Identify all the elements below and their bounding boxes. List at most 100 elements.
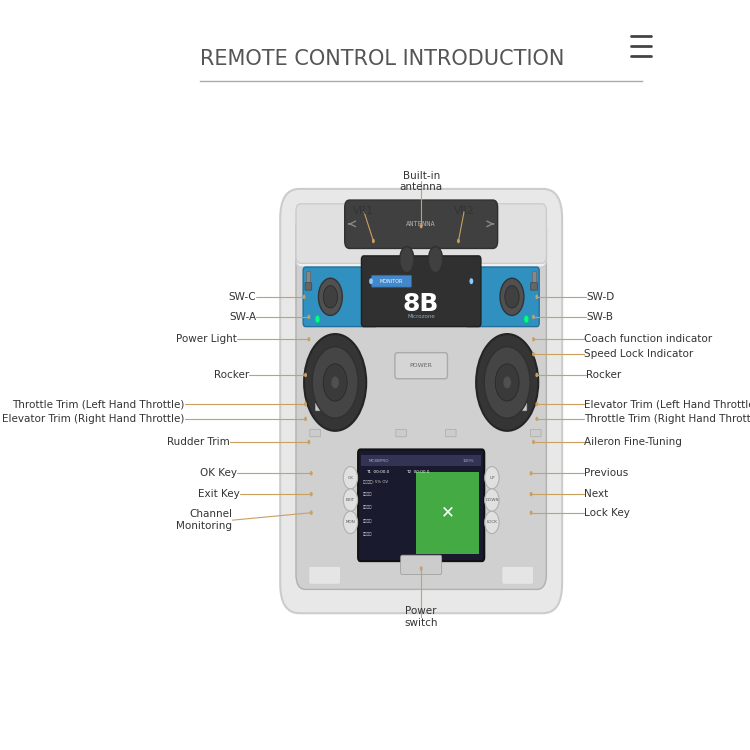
Circle shape bbox=[530, 511, 532, 515]
Text: MC8BPRO: MC8BPRO bbox=[368, 458, 389, 463]
Text: DOWN: DOWN bbox=[485, 498, 499, 502]
Circle shape bbox=[536, 402, 538, 406]
FancyBboxPatch shape bbox=[322, 404, 329, 411]
FancyBboxPatch shape bbox=[513, 404, 520, 411]
Circle shape bbox=[304, 417, 307, 422]
Text: UP: UP bbox=[489, 476, 495, 480]
Circle shape bbox=[308, 440, 310, 444]
Text: 模型功能: 模型功能 bbox=[363, 492, 372, 496]
Circle shape bbox=[312, 346, 358, 418]
Text: Rudder Trim: Rudder Trim bbox=[167, 437, 230, 447]
Text: EXIT: EXIT bbox=[346, 498, 355, 502]
Circle shape bbox=[457, 238, 460, 243]
Text: 通道设置: 通道设置 bbox=[363, 506, 372, 509]
Circle shape bbox=[484, 346, 530, 418]
Circle shape bbox=[308, 315, 310, 320]
FancyBboxPatch shape bbox=[502, 566, 533, 584]
Text: Rocker: Rocker bbox=[214, 370, 249, 380]
Text: MONITOR: MONITOR bbox=[380, 279, 404, 284]
Circle shape bbox=[530, 492, 532, 496]
Ellipse shape bbox=[400, 247, 414, 273]
Circle shape bbox=[310, 492, 313, 496]
Text: SW-D: SW-D bbox=[586, 292, 614, 302]
FancyBboxPatch shape bbox=[303, 267, 377, 326]
FancyBboxPatch shape bbox=[280, 189, 562, 614]
Text: SW-A: SW-A bbox=[230, 312, 256, 322]
Circle shape bbox=[500, 278, 524, 316]
Circle shape bbox=[532, 352, 535, 356]
FancyBboxPatch shape bbox=[296, 223, 368, 267]
Text: Lock Key: Lock Key bbox=[584, 508, 629, 518]
Circle shape bbox=[310, 471, 313, 476]
Circle shape bbox=[536, 373, 538, 377]
Text: 机身设置: 机身设置 bbox=[363, 532, 372, 536]
Bar bbox=[532, 271, 536, 287]
Text: OK: OK bbox=[347, 476, 353, 480]
FancyBboxPatch shape bbox=[358, 449, 484, 561]
Circle shape bbox=[484, 466, 499, 489]
Text: Next: Next bbox=[584, 489, 608, 499]
FancyBboxPatch shape bbox=[371, 275, 412, 287]
Circle shape bbox=[372, 238, 375, 243]
Circle shape bbox=[323, 286, 338, 308]
Text: Elevator Trim (Left Hand Throttle): Elevator Trim (Left Hand Throttle) bbox=[584, 399, 750, 409]
Text: Power Light: Power Light bbox=[176, 334, 237, 344]
Text: VR1: VR1 bbox=[353, 206, 374, 216]
Text: Previous: Previous bbox=[584, 468, 628, 478]
Text: Channel
Monitoring: Channel Monitoring bbox=[176, 509, 232, 531]
Text: REMOTE CONTROL INTRODUCTION: REMOTE CONTROL INTRODUCTION bbox=[200, 49, 565, 68]
Circle shape bbox=[420, 566, 422, 571]
Text: Throttle Trim (Left Hand Throttle): Throttle Trim (Left Hand Throttle) bbox=[12, 399, 184, 409]
Text: Speed Lock Indicator: Speed Lock Indicator bbox=[584, 350, 693, 359]
Text: Rocker: Rocker bbox=[586, 370, 621, 380]
Text: MON: MON bbox=[346, 520, 355, 524]
Circle shape bbox=[536, 417, 538, 422]
FancyBboxPatch shape bbox=[520, 404, 526, 411]
Text: T1  00:00.0: T1 00:00.0 bbox=[366, 470, 389, 474]
Circle shape bbox=[484, 489, 499, 512]
Circle shape bbox=[344, 466, 358, 489]
Bar bbox=[362, 455, 481, 466]
FancyBboxPatch shape bbox=[296, 204, 546, 263]
Circle shape bbox=[470, 278, 473, 284]
FancyBboxPatch shape bbox=[362, 256, 481, 326]
Circle shape bbox=[319, 278, 342, 316]
Text: SW-B: SW-B bbox=[586, 312, 613, 322]
Circle shape bbox=[332, 376, 339, 388]
Text: Microzone: Microzone bbox=[407, 314, 435, 320]
Circle shape bbox=[323, 364, 347, 401]
Text: Exit Key: Exit Key bbox=[198, 489, 239, 499]
Text: Aileron Fine-Tuning: Aileron Fine-Tuning bbox=[584, 437, 682, 447]
Circle shape bbox=[536, 295, 538, 299]
FancyBboxPatch shape bbox=[310, 429, 320, 436]
FancyBboxPatch shape bbox=[296, 214, 546, 590]
Circle shape bbox=[303, 295, 305, 299]
Text: POWER: POWER bbox=[410, 363, 433, 368]
Text: LOCK: LOCK bbox=[487, 520, 497, 524]
Bar bbox=[307, 271, 310, 287]
Ellipse shape bbox=[428, 247, 442, 273]
FancyBboxPatch shape bbox=[316, 404, 322, 411]
Text: Coach function indicator: Coach function indicator bbox=[584, 334, 712, 344]
FancyBboxPatch shape bbox=[396, 429, 406, 436]
FancyBboxPatch shape bbox=[475, 223, 546, 267]
Circle shape bbox=[505, 286, 519, 308]
Text: Elevator Trim (Right Hand Throttle): Elevator Trim (Right Hand Throttle) bbox=[2, 414, 184, 424]
Text: Power
switch: Power switch bbox=[404, 606, 438, 628]
Circle shape bbox=[344, 512, 358, 533]
Text: 通道设置: 通道设置 bbox=[363, 519, 372, 523]
Text: SW-C: SW-C bbox=[229, 292, 256, 302]
FancyBboxPatch shape bbox=[446, 429, 456, 436]
Text: T2  00:00.0: T2 00:00.0 bbox=[406, 470, 429, 474]
Text: VR2: VR2 bbox=[454, 206, 475, 216]
Circle shape bbox=[532, 440, 535, 444]
Circle shape bbox=[530, 471, 532, 476]
Circle shape bbox=[304, 334, 366, 430]
Text: ✕: ✕ bbox=[440, 504, 454, 522]
Text: 8B: 8B bbox=[403, 292, 439, 316]
Text: Throttle Trim (Right Hand Throttle): Throttle Trim (Right Hand Throttle) bbox=[584, 414, 750, 424]
Text: 100%: 100% bbox=[462, 458, 474, 463]
FancyBboxPatch shape bbox=[530, 429, 541, 436]
Circle shape bbox=[524, 316, 529, 323]
Circle shape bbox=[308, 337, 310, 341]
